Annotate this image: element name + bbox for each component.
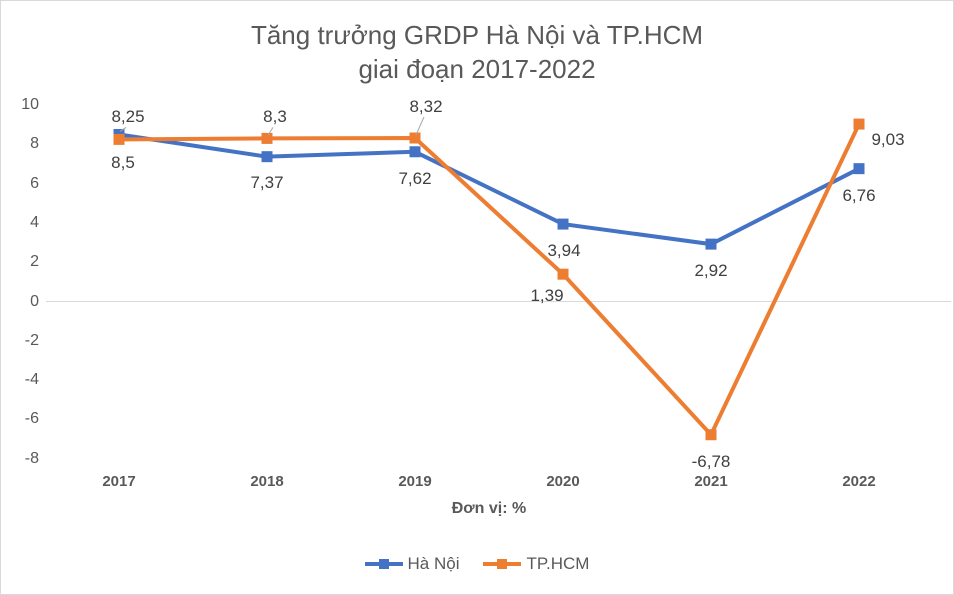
y-axis-tick-label: -8	[24, 449, 39, 467]
data-label: -6,78	[691, 451, 731, 471]
y-axis-tick-label: -2	[24, 331, 39, 349]
x-axis-tick-label: 2018	[250, 473, 284, 490]
data-label: 3,94	[547, 241, 581, 261]
data-label: 7,62	[398, 168, 432, 188]
x-axis-tick-label: 2019	[398, 473, 432, 490]
data-point-marker	[557, 268, 569, 280]
data-point-marker	[557, 218, 569, 230]
data-label: 6,76	[842, 185, 876, 205]
y-axis-tick-label: 8	[30, 135, 39, 153]
data-label: 2,92	[694, 261, 728, 281]
y-axis-tick-label: -6	[24, 410, 39, 428]
x-axis-title: Đơn vị: %	[451, 500, 527, 517]
x-axis-tick-label: 2017	[102, 473, 136, 490]
data-label: 9,03	[871, 130, 905, 150]
label-leader-line	[119, 127, 127, 132]
data-point-marker	[409, 132, 421, 144]
y-axis-tick-label: 10	[21, 96, 39, 113]
data-point-marker	[409, 146, 421, 158]
data-label: 8,25	[111, 107, 145, 127]
y-axis-tick-label: -4	[24, 371, 39, 389]
chart-title: Tăng trưởng GRDP Hà Nội và TP.HCM giai đ…	[1, 18, 953, 86]
legend-label-tphcm: TP.HCM	[526, 554, 590, 573]
label-leader-line	[415, 116, 425, 136]
y-axis-tick-label: 6	[30, 174, 39, 192]
y-axis-tick-label: 4	[30, 213, 39, 231]
data-label: 8,32	[409, 97, 443, 116]
series-line-hanoi	[118, 132, 860, 247]
label-leader-line	[267, 127, 274, 136]
data-point-marker	[853, 118, 865, 130]
data-label: 1,39	[530, 286, 564, 306]
y-axis-tick-label: 2	[30, 253, 39, 271]
data-label: 7,37	[250, 172, 284, 192]
data-point-marker	[113, 133, 125, 145]
series-line-tphcm	[118, 123, 861, 439]
legend-label-hanoi: Hà Nội	[407, 554, 460, 573]
chart-title-line-1: Tăng trưởng GRDP Hà Nội và TP.HCM	[250, 20, 704, 50]
data-label: 8,3	[263, 107, 287, 127]
y-axis-tick-label: 0	[30, 292, 39, 310]
x-axis-tick-label: 2022	[842, 473, 876, 490]
data-point-marker	[261, 151, 273, 163]
chart-title-line-2: giai đoạn 2017-2022	[358, 54, 596, 84]
data-point-marker	[261, 132, 273, 144]
data-point-marker	[705, 238, 717, 250]
legend: Hà Nội TP.HCM	[1, 554, 953, 574]
legend-item-tphcm: TP.HCM	[483, 554, 589, 574]
x-axis-tick-label: 2020	[546, 473, 580, 490]
data-label: 8,5	[111, 153, 135, 173]
legend-line-marker-icon	[483, 559, 522, 569]
data-point-marker	[853, 163, 865, 175]
x-axis-tick-label: 2021	[694, 473, 728, 490]
data-point-marker	[705, 429, 717, 441]
legend-line-marker-icon	[364, 559, 403, 569]
legend-item-hanoi: Hà Nội	[364, 554, 460, 574]
